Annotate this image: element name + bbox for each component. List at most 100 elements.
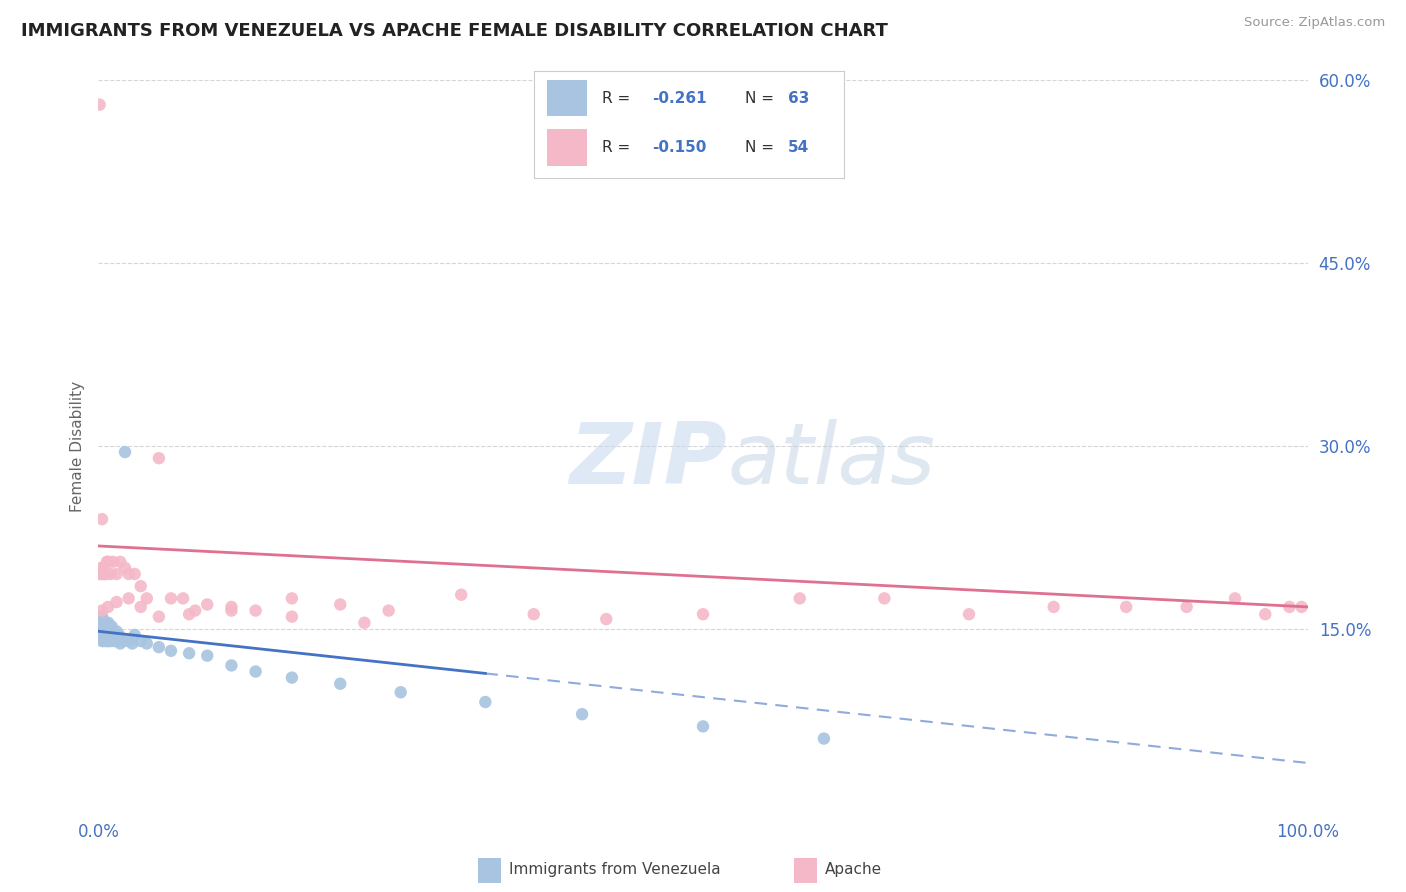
Point	[114, 445, 136, 459]
Text: -0.261: -0.261	[652, 91, 706, 105]
Point	[91, 624, 114, 639]
Bar	[547, 129, 586, 166]
Text: atlas: atlas	[727, 419, 935, 502]
Point	[571, 707, 593, 722]
Point	[389, 685, 412, 699]
Point	[148, 451, 170, 466]
Point	[90, 628, 112, 642]
Point	[94, 615, 117, 630]
Point	[90, 619, 112, 633]
Point	[101, 555, 124, 569]
Point	[1291, 599, 1313, 614]
Text: N =: N =	[745, 91, 779, 105]
Point	[91, 561, 114, 575]
Point	[91, 634, 114, 648]
Point	[245, 603, 267, 617]
Point	[89, 567, 111, 582]
Text: R =: R =	[602, 91, 636, 105]
Point	[100, 624, 122, 639]
Point	[107, 634, 129, 648]
Point	[281, 609, 304, 624]
Point	[101, 624, 124, 639]
Point	[245, 665, 267, 679]
Point	[93, 567, 115, 582]
Point	[124, 628, 146, 642]
Point	[377, 603, 399, 617]
Point	[90, 561, 112, 575]
Point	[148, 609, 170, 624]
Point	[118, 567, 141, 582]
Point	[135, 636, 157, 650]
Point	[89, 628, 111, 642]
Point	[89, 619, 111, 633]
Point	[221, 603, 243, 617]
Point	[91, 567, 114, 582]
Text: R =: R =	[602, 140, 636, 155]
Point	[90, 609, 112, 624]
Point	[97, 615, 120, 630]
Point	[89, 624, 111, 639]
Point	[91, 624, 114, 639]
Point	[195, 598, 218, 612]
Point	[93, 624, 115, 639]
Point	[1115, 599, 1137, 614]
Point	[124, 567, 146, 582]
Point	[105, 567, 128, 582]
Point	[91, 619, 114, 633]
Point	[91, 512, 114, 526]
Point	[177, 607, 201, 622]
Point	[135, 591, 157, 606]
Point	[94, 628, 117, 642]
Point	[103, 634, 125, 648]
Point	[89, 609, 111, 624]
Point	[93, 615, 115, 630]
Point	[91, 603, 114, 617]
Text: 63: 63	[787, 91, 810, 105]
Point	[111, 634, 134, 648]
Point	[90, 567, 112, 582]
Point	[108, 636, 131, 650]
Point	[195, 648, 218, 663]
Point	[96, 624, 118, 639]
Bar	[547, 80, 586, 116]
Point	[97, 555, 120, 569]
Point	[148, 640, 170, 655]
Point	[108, 555, 131, 569]
Point	[108, 628, 131, 642]
Point	[90, 624, 112, 639]
Point	[221, 658, 243, 673]
Point	[172, 591, 194, 606]
Text: ZIP: ZIP	[569, 419, 727, 502]
Text: -0.150: -0.150	[652, 140, 706, 155]
Point	[98, 628, 121, 642]
Point	[121, 636, 143, 650]
Point	[91, 628, 114, 642]
Point	[97, 634, 120, 648]
Point	[329, 598, 352, 612]
Point	[129, 599, 152, 614]
Point	[100, 628, 122, 642]
Point	[93, 619, 115, 633]
Point	[957, 607, 980, 622]
Point	[93, 634, 115, 648]
Point	[813, 731, 835, 746]
Point	[100, 634, 122, 648]
Text: Source: ZipAtlas.com: Source: ZipAtlas.com	[1244, 16, 1385, 29]
Point	[89, 615, 111, 630]
Point	[1254, 607, 1277, 622]
Point	[184, 603, 207, 617]
Point	[353, 615, 375, 630]
Point	[105, 595, 128, 609]
Point	[91, 615, 114, 630]
Point	[1223, 591, 1246, 606]
Point	[692, 607, 714, 622]
Point	[1175, 599, 1198, 614]
Point	[90, 615, 112, 630]
Point	[100, 619, 122, 633]
Point	[104, 628, 127, 642]
Point	[281, 591, 304, 606]
Text: Immigrants from Venezuela: Immigrants from Venezuela	[509, 863, 721, 877]
Point	[595, 612, 617, 626]
Point	[281, 671, 304, 685]
Point	[1278, 599, 1301, 614]
